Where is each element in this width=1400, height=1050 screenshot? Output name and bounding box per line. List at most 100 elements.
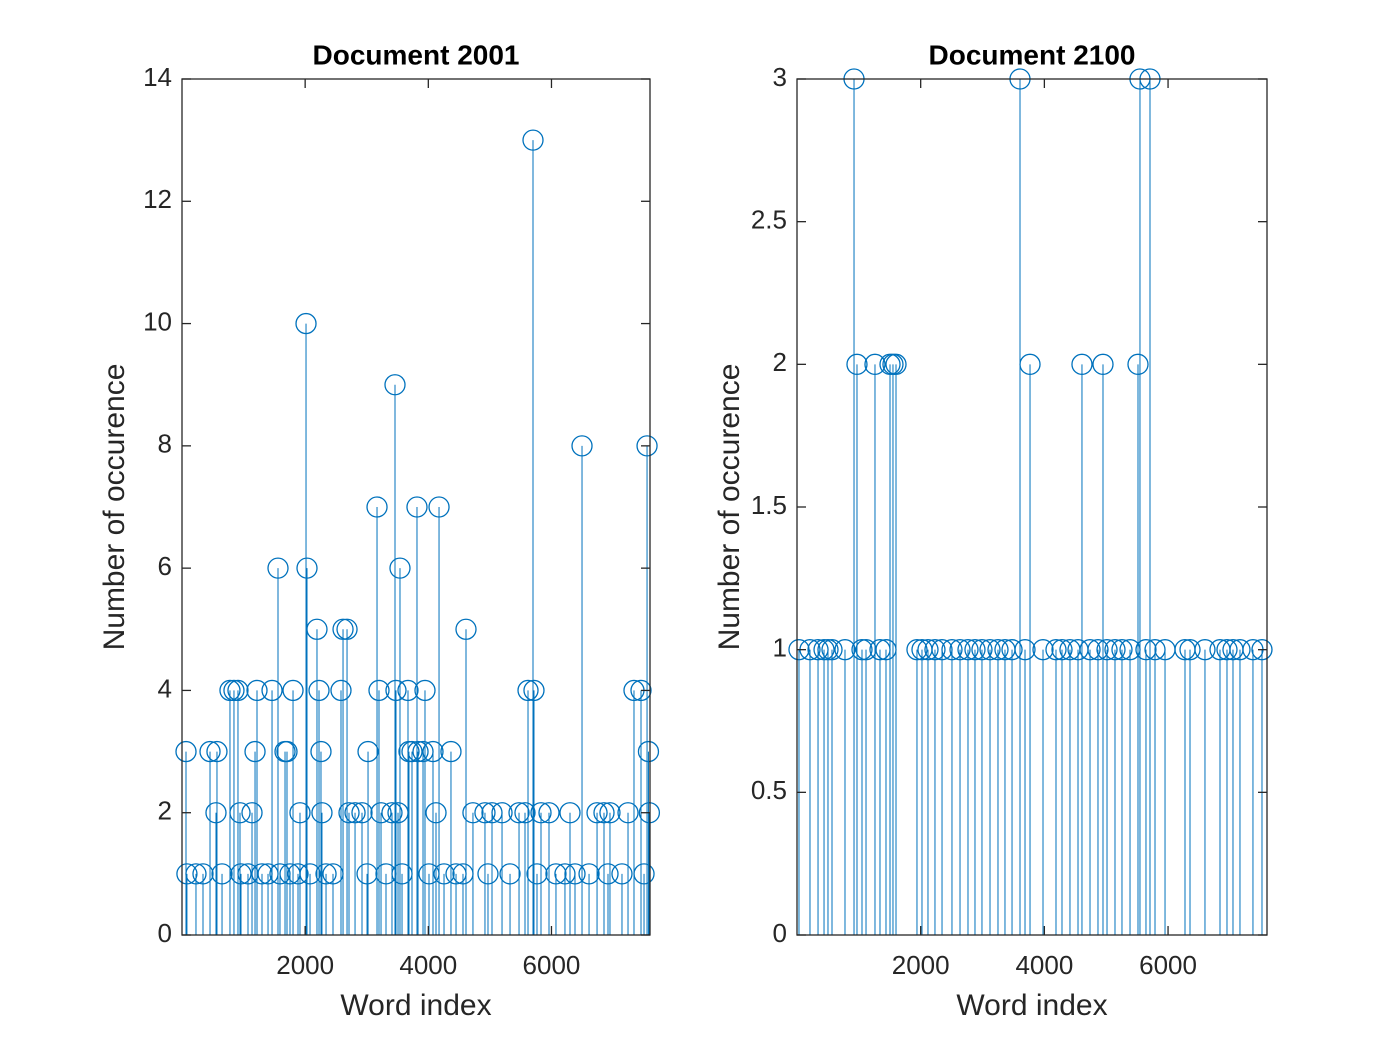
stem-marker [586, 802, 608, 824]
stem-marker [295, 312, 317, 335]
stem-marker [941, 639, 963, 661]
stem-marker [366, 496, 388, 518]
y-tick-label: 8 [158, 429, 172, 459]
y-tick-label: 2.5 [751, 205, 787, 235]
stem-marker [219, 679, 241, 702]
y-tick-label: 0 [158, 918, 172, 948]
stem-marker [344, 802, 366, 824]
stem-marker [315, 863, 337, 885]
stem-marker [287, 863, 309, 885]
stem-marker [964, 639, 986, 661]
stem-marker [924, 639, 946, 661]
axes-background [797, 79, 1267, 935]
stem-marker [175, 740, 197, 763]
stem-marker [1251, 639, 1273, 661]
stem-marker [332, 618, 354, 640]
stem-marker [864, 353, 886, 375]
x-axis-label: Word index [956, 989, 1107, 1022]
stem-marker [522, 129, 544, 151]
stem-marker [1019, 353, 1041, 375]
stem-marker [407, 740, 429, 763]
stem-marker [311, 802, 333, 824]
stem-marker [821, 639, 843, 661]
stem-marker [455, 618, 477, 640]
stem-marker [1092, 353, 1114, 375]
stem-marker [428, 496, 450, 518]
stem-marker [491, 802, 513, 824]
stem-marker [813, 639, 835, 661]
stem-marker [368, 679, 390, 702]
stem-marker [397, 679, 419, 702]
stem-marker [846, 353, 868, 375]
stem-marker [462, 802, 484, 824]
stem-marker [834, 639, 856, 661]
stem-marker [508, 802, 530, 824]
stem-marker [199, 740, 221, 763]
stem-marker [1014, 639, 1036, 661]
stem-marker [917, 639, 939, 661]
y-axis-label: Number of occurence [713, 364, 746, 651]
stem-marker [599, 802, 621, 824]
stem-marker [593, 802, 615, 824]
stem-marker [477, 863, 499, 885]
stem-marker [1127, 353, 1149, 375]
stem-marker [545, 863, 567, 885]
stem-marker [176, 863, 198, 885]
stem-marker [261, 679, 283, 702]
stem-marker [1001, 639, 1023, 661]
stem-marker [433, 863, 455, 885]
stem-marker [338, 802, 360, 824]
stem-marker [1135, 639, 1157, 661]
stem-marker [440, 740, 462, 763]
stem-marker [211, 863, 233, 885]
stem-marker [385, 679, 407, 702]
stem-marker [597, 863, 619, 885]
stem-marker [357, 740, 379, 763]
stem-marker [949, 639, 971, 661]
stem-marker [230, 863, 252, 885]
stem-marker [1111, 639, 1133, 661]
stem-marker [1051, 639, 1073, 661]
stem-marker [185, 863, 207, 885]
stem-marker [971, 639, 993, 661]
x-axis-label: Word index [340, 989, 491, 1022]
axes-box [181, 78, 651, 936]
stem-marker [788, 639, 810, 661]
stem-marker [389, 557, 411, 579]
stem-marker [611, 863, 633, 885]
y-tick-label: 14 [143, 62, 172, 92]
x-tick-label: 6000 [523, 950, 581, 980]
stem-marker [401, 740, 423, 763]
stem-marker [223, 679, 245, 702]
stem-marker [192, 863, 214, 885]
y-tick-label: 12 [143, 184, 172, 214]
x-tick-label: 2000 [276, 950, 334, 980]
stem-marker [514, 802, 536, 824]
stem-marker [276, 740, 298, 763]
stem-marker [851, 639, 873, 661]
stem-marker [559, 802, 581, 824]
y-tick-label: 2 [158, 796, 172, 826]
stem-marker [637, 740, 660, 763]
x-tick-label: 4000 [399, 950, 457, 980]
stem-marker [530, 802, 552, 824]
stem-marker [425, 802, 447, 824]
x-tick-label: 6000 [1139, 950, 1197, 980]
y-tick-label: 1.5 [751, 490, 787, 520]
stem-marker [299, 863, 321, 885]
stem-marker [306, 618, 328, 640]
stem-marker [578, 863, 600, 885]
stem-marker [282, 679, 304, 702]
stem-marker [289, 802, 311, 824]
y-tick-label: 10 [143, 306, 172, 336]
axes: 0 0.5 1 1.5 2 2.5 3 2000 4000 6000 Document 2100 Wo… [713, 39, 1273, 1022]
stem-marker [370, 802, 392, 824]
stem-marker [308, 679, 330, 702]
stem-marker [351, 802, 373, 824]
x-tick-label: 2000 [892, 950, 950, 980]
stem-marker [538, 802, 560, 824]
axes-background [182, 79, 650, 935]
y-axis-label: Number of occurence [98, 364, 131, 651]
